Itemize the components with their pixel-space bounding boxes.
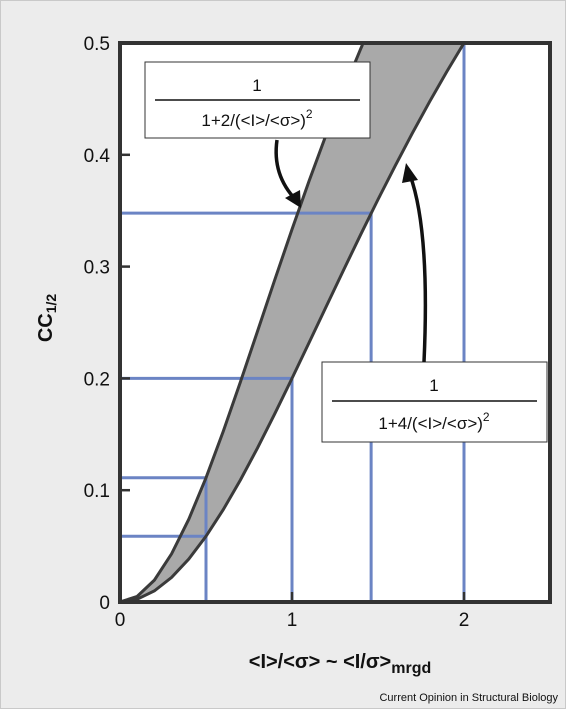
legend-upper-denominator: 1+2/(<I>/<σ>)2 — [201, 107, 313, 130]
series-line-1 — [120, 43, 466, 602]
axis-frame — [118, 41, 552, 604]
y-axis-label: CC1/2 — [35, 294, 59, 343]
credit-text: Current Opinion in Structural Biology — [379, 692, 558, 704]
legend-lower-denominator-exp: 2 — [483, 410, 490, 424]
x-axis-label-sub: mrgd — [391, 660, 431, 677]
legend-lower-numerator: 1 — [429, 376, 438, 395]
legend-lower-arrowhead — [402, 163, 418, 183]
y-tick-label-0: 0 — [99, 593, 110, 614]
legend-lower-arrow — [408, 174, 428, 363]
x-tick-label-0: 0 — [115, 610, 126, 631]
legend-upper-numerator: 1 — [252, 76, 261, 95]
legend-upper-denominator-base: 1+2/(<I>/<σ>) — [201, 111, 306, 130]
legend-upper-denominator-exp: 2 — [306, 107, 313, 121]
x-tick-label-1: 1 — [287, 610, 298, 631]
y-tick-label-3: 0.3 — [84, 258, 110, 279]
legend-lower-denominator: 1+4/(<I>/<σ>)2 — [378, 410, 490, 433]
band-area — [120, 43, 464, 602]
legend-box-lower: 1 1+4/(<I>/<σ>)2 — [321, 361, 548, 443]
y-axis-label-main: CC — [35, 313, 57, 342]
x-axis-label: <I>/<σ> ~ <I/σ>mrgd — [249, 651, 431, 677]
y-tick-label-4: 0.4 — [84, 146, 111, 167]
legend-lower-denominator-base: 1+4/(<I>/<σ>) — [378, 414, 483, 433]
x-axis-label-main: <I>/<σ> ~ <I/σ> — [249, 651, 391, 673]
y-tick-label-2: 0.2 — [84, 369, 110, 390]
y-tick-label-1: 0.1 — [84, 481, 110, 502]
legend-box-lower-frame — [321, 361, 548, 443]
legend-upper-arrowhead — [285, 190, 301, 208]
y-tick-label-5: 0.5 — [84, 34, 110, 55]
legend-box-upper: 1 1+2/(<I>/<σ>)2 — [144, 61, 371, 139]
y-axis-label-sub: 1/2 — [43, 294, 59, 314]
axes: 0 0.1 0.2 0.3 0.4 0.5 0 1 2 — [84, 34, 552, 631]
x-tick-label-2: 2 — [459, 610, 470, 631]
